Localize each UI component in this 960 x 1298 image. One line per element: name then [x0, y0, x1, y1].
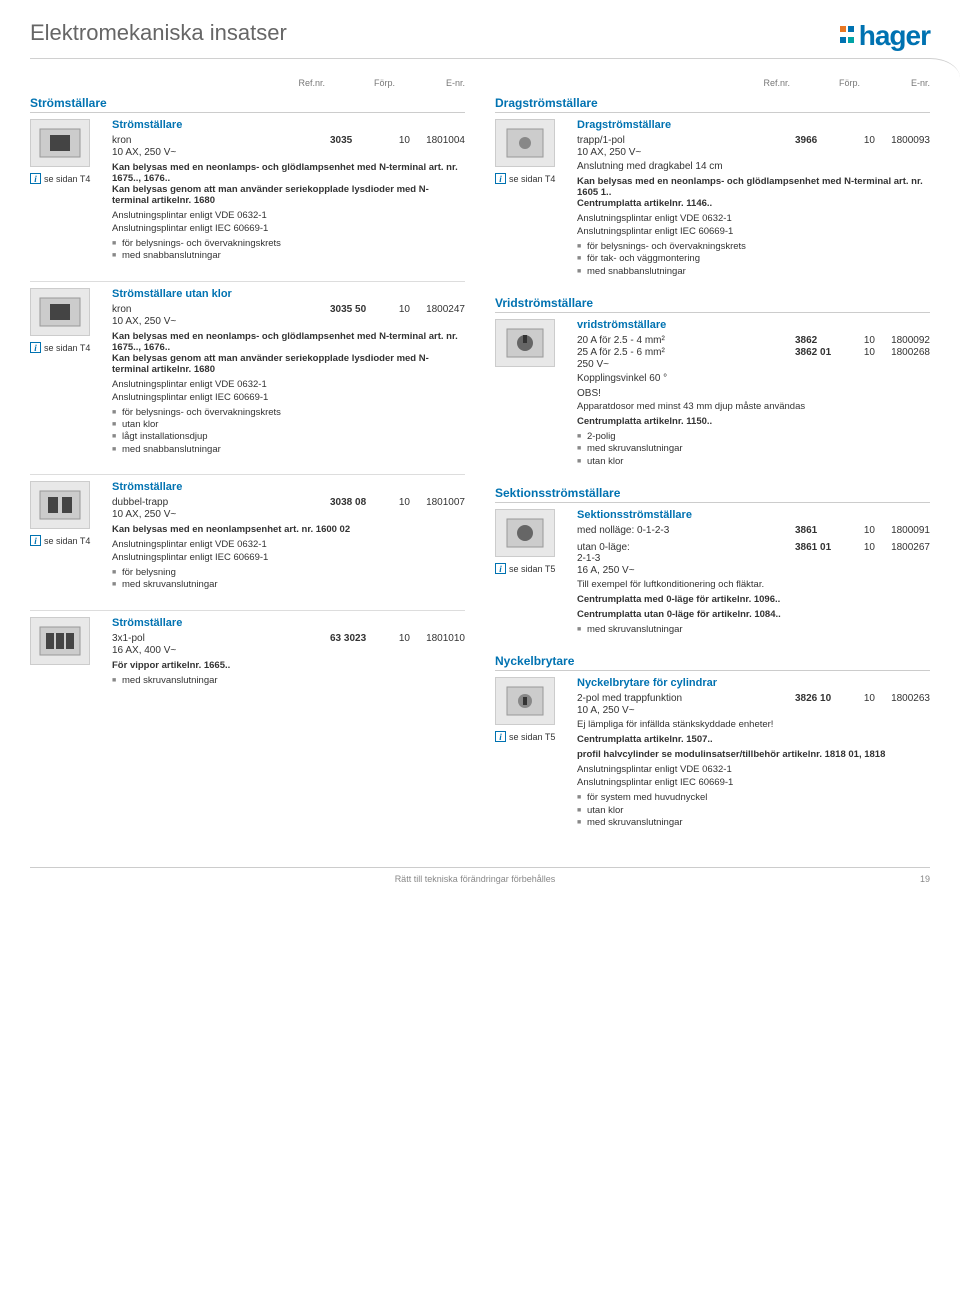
section-title: Nyckelbrytare — [495, 654, 930, 671]
product-image — [495, 509, 555, 557]
spec: Anslutning med dragkabel 14 cm — [577, 161, 930, 172]
plain-text: Anslutningsplintar enligt IEC 60669-1 — [577, 226, 930, 237]
obs-heading: OBS! — [577, 388, 930, 399]
spec: 10 AX, 250 V~ — [112, 147, 465, 158]
bullet-list: för belysnings- och övervakningskretsför… — [577, 241, 930, 278]
product-row: trapp/1-pol 3966 10 1800093 — [577, 135, 930, 146]
product-subtitle: Strömställare — [112, 481, 465, 493]
spec: 16 A, 250 V~ — [577, 565, 930, 576]
bullet-list: för belysnings- och övervakningskretsmed… — [112, 238, 465, 263]
column-headers-right: Ref.nr.Förp.E-nr. — [495, 78, 930, 88]
product-image — [30, 481, 90, 529]
product-image — [30, 119, 90, 167]
note-bold: Kan belysas med en neonlamps- och glödla… — [577, 176, 930, 209]
plain-text: Anslutningsplintar enligt IEC 60669-1 — [112, 552, 465, 563]
plain-text: Apparatdosor med minst 43 mm djup måste … — [577, 401, 930, 412]
note-bold: Centrumplatta artikelnr. 1150.. — [577, 416, 930, 427]
product-subtitle: vridströmställare — [577, 319, 930, 331]
product-image — [30, 617, 90, 665]
bullet-list: för system med huvudnyckelutan klormed s… — [577, 792, 930, 829]
product-subtitle: Dragströmställare — [577, 119, 930, 131]
spec: 250 V~ — [577, 359, 930, 370]
plain-text: Anslutningsplintar enligt VDE 0632-1 — [577, 213, 930, 224]
product-image — [30, 288, 90, 336]
product-row: 2-pol med trappfunktion3826 10101800263 — [577, 693, 930, 704]
page-ref: ise sidan T4 — [30, 535, 102, 546]
plain-text: Anslutningsplintar enligt VDE 0632-1 — [577, 764, 930, 775]
plain-text: Anslutningsplintar enligt VDE 0632-1 — [112, 539, 465, 550]
plain-text: Anslutningsplintar enligt VDE 0632-1 — [112, 210, 465, 221]
product-image — [495, 119, 555, 167]
product-subtitle: Strömställare — [112, 119, 465, 131]
info-icon: i — [30, 342, 41, 353]
plain-text: Anslutningsplintar enligt IEC 60669-1 — [577, 777, 930, 788]
bullet-list: 2-poligmed skruvanslutningarutan klor — [577, 431, 930, 468]
page-ref: ise sidan T4 — [30, 342, 102, 353]
note-bold: Kan belysas med en neonlamps- och glödla… — [112, 331, 465, 375]
product-row: kron 3035 50 10 1800247 — [112, 304, 465, 315]
product-row: 25 A för 2.5 - 6 mm²3862 01101800268 — [577, 347, 930, 358]
info-icon: i — [495, 563, 506, 574]
note-bold: profil halvcylinder se modulinsatser/til… — [577, 749, 930, 760]
product-row: 3x1-pol 63 3023 10 1801010 — [112, 633, 465, 644]
product-row: med nolläge: 0-1-2-33861101800091 — [577, 525, 930, 536]
logo-dots-icon — [839, 25, 855, 47]
product-image — [495, 319, 555, 367]
info-icon: i — [30, 173, 41, 184]
product-subtitle: Sektionsströmställare — [577, 509, 930, 521]
note-bold: Kan belysas med en neonlampsenhet art. n… — [112, 524, 465, 535]
product-row: kron 3035 10 1801004 — [112, 135, 465, 146]
page-ref: ise sidan T5 — [495, 563, 567, 574]
section-title: Dragströmställare — [495, 96, 930, 113]
plain-text: Till exempel för luftkonditionering och … — [577, 579, 930, 590]
column-headers-left: Ref.nr.Förp.E-nr. — [30, 78, 465, 88]
page-number: 19 — [920, 874, 930, 884]
product-row: utan 0-läge: 2-1-33861 01101800267 — [577, 542, 930, 564]
logo-text: hager — [859, 20, 930, 52]
page-footer: Rätt till tekniska förändringar förbehål… — [30, 867, 930, 884]
info-icon: i — [30, 535, 41, 546]
section-title: Vridströmställare — [495, 296, 930, 313]
product-subtitle: Nyckelbrytare för cylindrar — [577, 677, 930, 689]
product-subtitle: Strömställare utan klor — [112, 288, 465, 300]
logo: hager — [839, 20, 930, 52]
section-title: Sektionsströmställare — [495, 486, 930, 503]
plain-text: Anslutningsplintar enligt VDE 0632-1 — [112, 379, 465, 390]
spec: 16 AX, 400 V~ — [112, 645, 465, 656]
page-ref: ise sidan T4 — [30, 173, 102, 184]
info-icon: i — [495, 173, 506, 184]
note-bold: Centrumplatta med 0-läge för artikelnr. … — [577, 594, 930, 605]
product-image — [495, 677, 555, 725]
spec: 10 A, 250 V~ — [577, 705, 930, 716]
info-icon: i — [495, 731, 506, 742]
product-row: dubbel-trapp 3038 08 10 1801007 — [112, 497, 465, 508]
page-title: Elektromekaniska insatser — [30, 20, 287, 46]
page-ref: ise sidan T5 — [495, 731, 567, 742]
section-title: Strömställare — [30, 96, 465, 113]
note-bold: Centrumplatta artikelnr. 1507.. — [577, 734, 930, 745]
product-row: 20 A för 2.5 - 4 mm²3862101800092 — [577, 335, 930, 346]
plain-text: Anslutningsplintar enligt IEC 60669-1 — [112, 223, 465, 234]
page-ref: ise sidan T4 — [495, 173, 567, 184]
spec: 10 AX, 250 V~ — [577, 147, 930, 158]
bullet-list: för belysnings- och övervakningskretsuta… — [112, 407, 465, 456]
plain-text: Anslutningsplintar enligt IEC 60669-1 — [112, 392, 465, 403]
note-bold: Kan belysas med en neonlamps- och glödla… — [112, 162, 465, 206]
note-bold: För vippor artikelnr. 1665.. — [112, 660, 465, 671]
product-subtitle: Strömställare — [112, 617, 465, 629]
spec: 10 AX, 250 V~ — [112, 509, 465, 520]
spec: Kopplingsvinkel 60 ° — [577, 373, 930, 384]
bullet-list: med skruvanslutningar — [577, 624, 930, 636]
bullet-list: för belysningmed skruvanslutningar — [112, 567, 465, 592]
warning-text: Ej lämpliga för infällda stänkskyddade e… — [577, 719, 930, 730]
footer-text: Rätt till tekniska förändringar förbehål… — [395, 874, 556, 884]
bullet-list: med skruvanslutningar — [112, 675, 465, 687]
spec: 10 AX, 250 V~ — [112, 316, 465, 327]
note-bold: Centrumplatta utan 0-läge för artikelnr.… — [577, 609, 930, 620]
